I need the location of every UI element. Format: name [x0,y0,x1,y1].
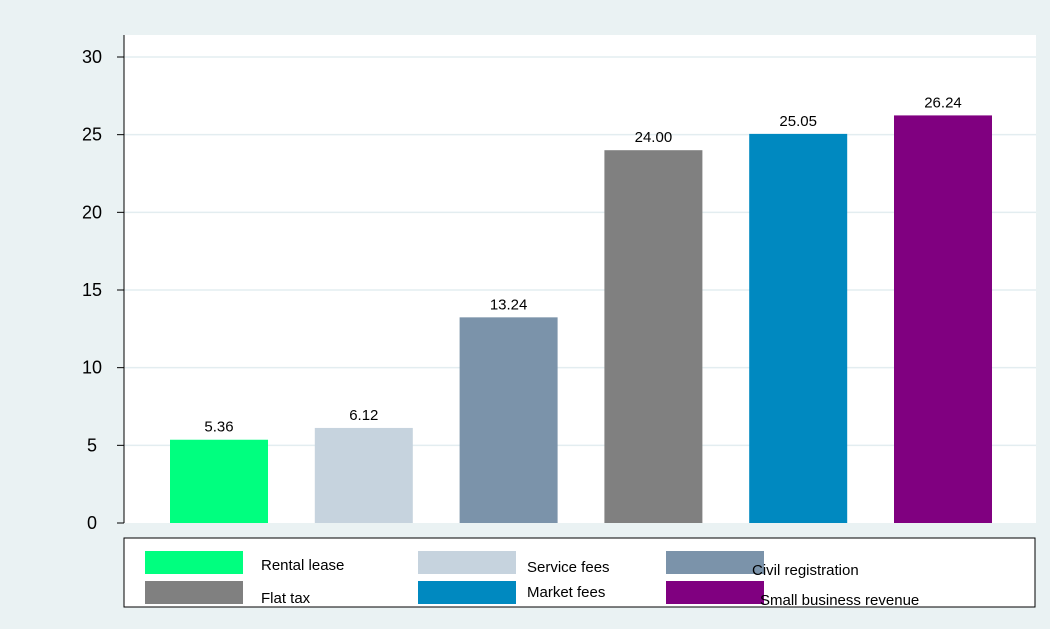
bar-service-fees [314,427,413,523]
legend-box [123,537,1036,608]
y-tick-label: 15 [82,280,102,300]
legend-swatch [145,581,243,604]
legend-swatch [666,551,764,574]
bar-market-fees [749,133,848,523]
value-label: 25.05 [779,113,817,130]
y-tick-label: 0 [87,513,97,533]
bar-flat-tax [604,150,703,523]
legend-label: Flat tax [261,590,311,607]
bar-small-business-revenue [894,115,992,523]
legend-label: Service fees [527,559,610,576]
y-axis: 0 5 10 15 20 25 30 [82,35,125,533]
y-tick-label: 30 [82,47,102,67]
value-label: 13.24 [490,296,528,313]
value-label: 5.36 [204,419,233,436]
legend-swatch [418,581,516,604]
legend-label: Rental lease [261,557,344,574]
value-labels: 5.36 6.12 13.24 24.00 25.05 26.24 [204,94,961,435]
value-label: 26.24 [924,94,962,111]
y-tick-label: 20 [82,202,102,222]
bar-rental-lease [170,439,268,523]
legend-label: Market fees [527,584,605,601]
legend-swatch [418,551,516,574]
bar-civil-registration [459,317,558,523]
legend: Rental lease Service fees Civil registrati… [123,537,1036,609]
legend-swatch [145,551,243,574]
plot-area [124,35,1036,523]
legend-label: Small business revenue [760,592,919,609]
y-tick-label: 5 [87,435,97,455]
bars [170,115,992,523]
y-tick-label: 10 [82,358,102,378]
legend-swatch [666,581,764,604]
y-tick-label: 25 [82,125,102,145]
value-label: 6.12 [349,407,378,424]
gridlines [124,56,1036,447]
legend-label: Civil registration [752,562,859,579]
value-label: 24.00 [635,129,673,146]
